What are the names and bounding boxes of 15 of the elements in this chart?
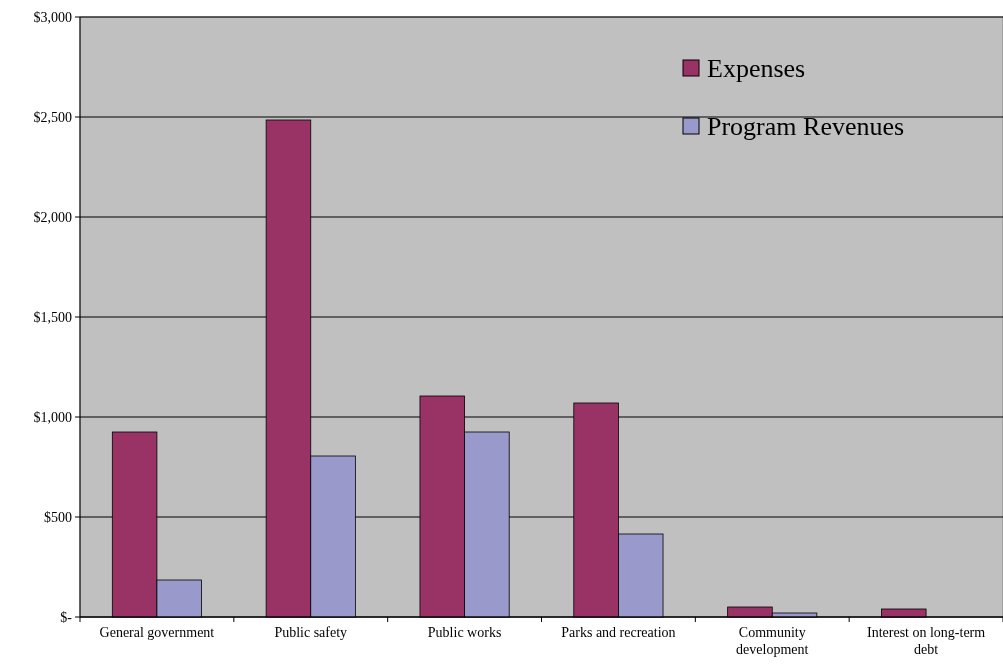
y-tick-label: $2,500 xyxy=(33,109,72,125)
y-tick-label: $- xyxy=(60,609,73,625)
y-tick-label: $3,000 xyxy=(33,9,72,25)
x-tick-label: General government xyxy=(99,625,215,640)
x-tick-label: Parks and recreation xyxy=(561,625,676,640)
y-tick-label: $1,500 xyxy=(33,309,72,325)
x-tick-label: Public works xyxy=(427,625,502,640)
x-tick-label: Community development xyxy=(736,625,809,657)
y-tick-label: $1,000 xyxy=(33,409,72,425)
legend-label: Expenses xyxy=(707,54,806,84)
x-tick-label: Interest on long-term debt xyxy=(866,625,986,657)
legend-label: Program Revenues xyxy=(707,112,905,142)
y-tick-label: $500 xyxy=(44,509,72,525)
y-tick-label: $2,000 xyxy=(33,209,72,225)
x-tick-label: Public safety xyxy=(274,625,348,640)
